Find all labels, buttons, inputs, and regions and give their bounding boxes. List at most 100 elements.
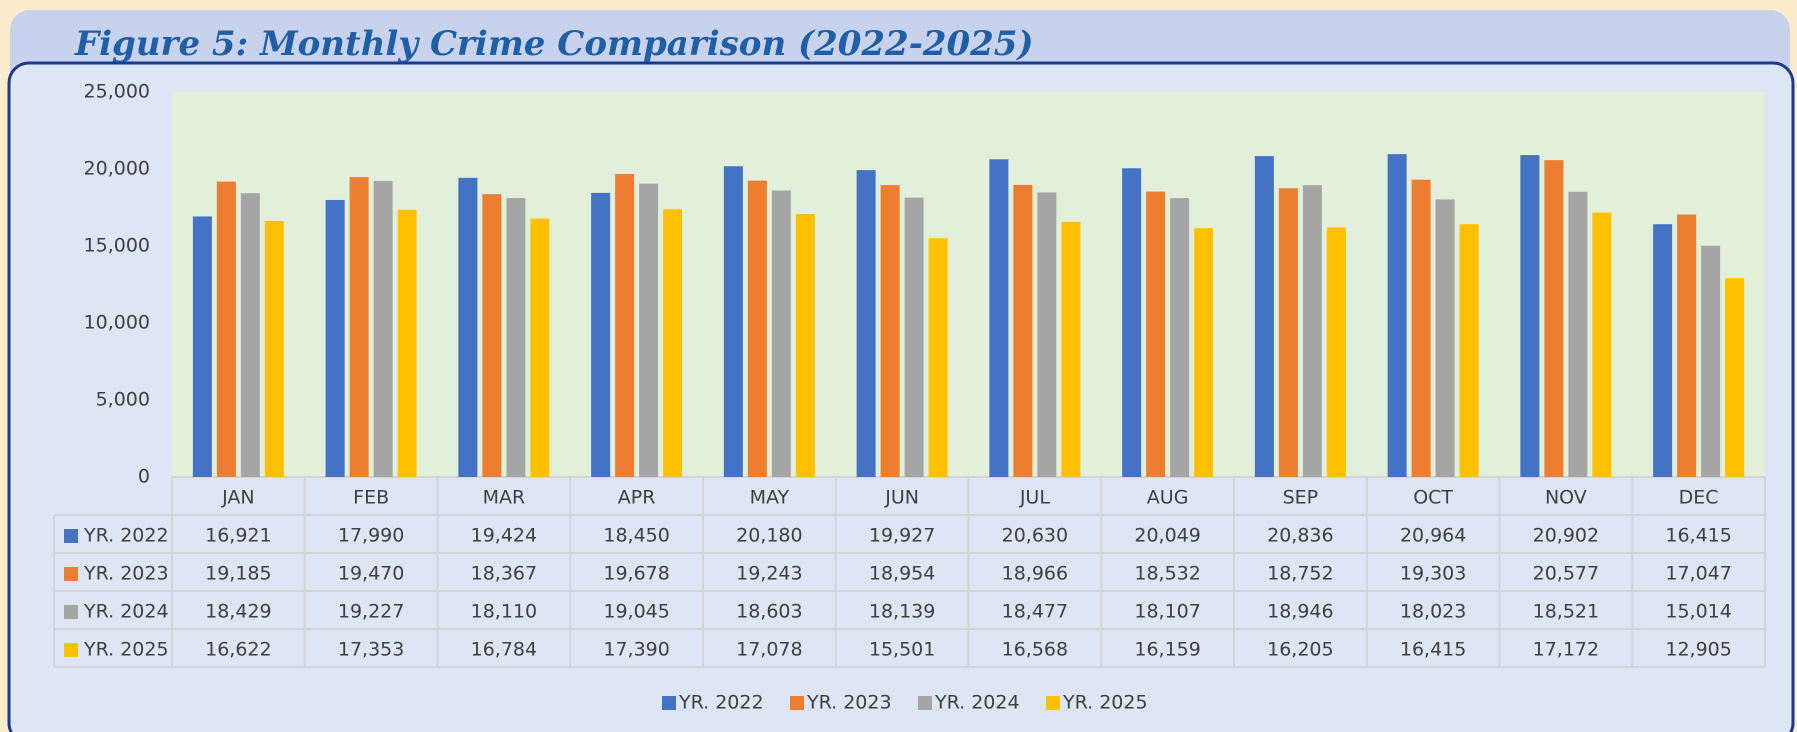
table-series-name: YR. 2022: [83, 525, 169, 547]
bar: [1278, 188, 1298, 478]
bar: [1520, 155, 1540, 478]
data-label: 19,678: [603, 563, 669, 585]
x-tick-label: APR: [618, 487, 656, 509]
bar: [264, 221, 284, 477]
x-tick-label: SEP: [1283, 487, 1319, 509]
bar: [349, 177, 369, 478]
bar: [1170, 198, 1190, 477]
data-label: 16,415: [1665, 525, 1731, 547]
bar: [530, 218, 550, 477]
y-tick-label: 5,000: [96, 389, 150, 411]
x-tick-label: DEC: [1679, 487, 1719, 509]
data-label: 16,159: [1134, 639, 1200, 661]
table-legend-key: [64, 529, 78, 543]
y-tick-label: 0: [138, 466, 150, 488]
bar: [928, 238, 948, 477]
legend-label: YR. 2022: [678, 692, 764, 714]
data-label: 18,429: [205, 601, 271, 623]
bar: [771, 190, 791, 477]
table-legend-key: [64, 605, 78, 619]
x-tick-label: NOV: [1545, 487, 1587, 509]
data-label: 18,752: [1267, 563, 1333, 585]
bar: [1411, 179, 1431, 477]
y-tick-label: 15,000: [84, 235, 150, 257]
bar: [747, 180, 767, 477]
bar: [639, 183, 659, 477]
legend-key: [790, 696, 804, 710]
data-label: 19,045: [603, 601, 669, 623]
data-label: 19,927: [869, 525, 935, 547]
data-label: 17,172: [1533, 639, 1599, 661]
data-label: 19,243: [736, 563, 802, 585]
data-label: 17,390: [603, 639, 669, 661]
chart-title: Figure 5: Monthly Crime Comparison (2022…: [74, 24, 1034, 64]
bar: [506, 198, 526, 477]
bar: [1061, 221, 1081, 477]
bar: [1568, 191, 1588, 477]
legend-key: [662, 696, 676, 710]
bar: [397, 209, 417, 477]
data-label: 18,946: [1267, 601, 1333, 623]
bar: [325, 199, 345, 478]
data-label: 18,954: [869, 563, 935, 585]
data-label: 18,603: [736, 601, 802, 623]
data-label: 16,622: [205, 639, 271, 661]
bar: [192, 216, 212, 477]
bar: [1725, 278, 1745, 477]
bar: [482, 194, 502, 477]
bar: [458, 177, 478, 477]
table-legend-key: [64, 643, 78, 657]
bar: [1013, 184, 1033, 478]
data-label: 19,303: [1400, 563, 1466, 585]
data-label: 18,966: [1002, 563, 1068, 585]
data-label: 18,450: [603, 525, 669, 547]
bar: [989, 159, 1009, 477]
bar: [1435, 199, 1455, 477]
bar: [1302, 185, 1322, 477]
table-series-name: YR. 2025: [83, 639, 169, 661]
table-series-name: YR. 2023: [83, 563, 169, 585]
bar: [904, 197, 924, 477]
data-label: 20,964: [1400, 525, 1466, 547]
data-label: 20,180: [736, 525, 802, 547]
bar: [1387, 154, 1407, 477]
y-tick-label: 25,000: [84, 81, 150, 103]
data-label: 17,990: [338, 525, 404, 547]
data-label: 16,568: [1002, 639, 1068, 661]
bar: [1326, 227, 1346, 477]
bar: [1701, 245, 1721, 477]
data-label: 12,905: [1665, 639, 1731, 661]
bar: [1037, 192, 1057, 477]
bar: [591, 192, 611, 477]
data-label: 15,501: [869, 639, 935, 661]
data-label: 20,577: [1533, 563, 1599, 585]
x-tick-label: OCT: [1413, 487, 1453, 509]
bar: [1653, 224, 1673, 477]
x-tick-label: MAY: [750, 487, 790, 509]
data-label: 20,902: [1533, 525, 1599, 547]
bar: [1544, 160, 1564, 477]
data-label: 18,532: [1134, 563, 1200, 585]
data-label: 19,470: [338, 563, 404, 585]
bar: [795, 213, 815, 478]
data-label: 16,205: [1267, 639, 1333, 661]
bar: [1254, 156, 1274, 477]
data-label: 19,185: [205, 563, 271, 585]
bar: [216, 181, 236, 477]
data-label: 16,921: [205, 525, 271, 547]
bar: [1194, 228, 1214, 477]
plot-area: [172, 92, 1765, 477]
bar: [615, 173, 635, 477]
data-label: 18,367: [471, 563, 537, 585]
bar: [1459, 224, 1479, 477]
y-tick-label: 10,000: [84, 312, 150, 334]
data-label: 18,110: [471, 601, 537, 623]
legend-label: YR. 2025: [1062, 692, 1148, 714]
bar: [373, 180, 393, 477]
legend-key: [1046, 696, 1060, 710]
y-tick-label: 20,000: [84, 158, 150, 180]
table-series-name: YR. 2024: [83, 601, 169, 623]
data-label: 16,415: [1400, 639, 1466, 661]
data-label: 15,014: [1665, 601, 1731, 623]
